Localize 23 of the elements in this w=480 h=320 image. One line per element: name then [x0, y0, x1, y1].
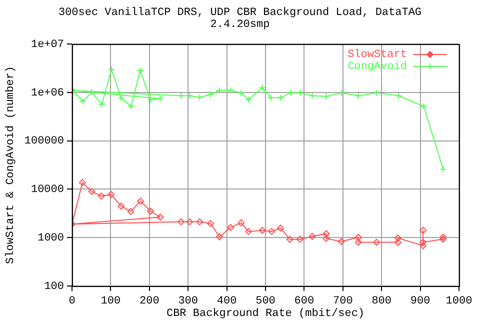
- y-tick-label: 10000: [30, 184, 64, 196]
- chart-title: 300sec VanillaTCP DRS, UDP CBR Background Load, DataTAG: [58, 6, 422, 19]
- x-tick-label: 800: [372, 296, 392, 308]
- x-tick-label: 200: [139, 296, 160, 308]
- x-tick-label: 400: [216, 296, 237, 308]
- chart-subtitle: 2.4.20smp: [210, 18, 270, 31]
- x-tick-label: 700: [332, 296, 353, 308]
- y-tick-label: 100000: [24, 136, 64, 148]
- x-tick-label: 300: [178, 296, 198, 308]
- y-tick-label: 1e+06: [30, 87, 64, 100]
- y-tick-label: 1e+07: [30, 38, 64, 51]
- legend-label: CongAvoid: [348, 60, 407, 73]
- x-tick-label: 0: [68, 296, 76, 308]
- x-tick-label: 1000: [446, 296, 472, 308]
- x-tick-label: 900: [410, 296, 430, 308]
- y-tick-label: 100: [44, 280, 64, 293]
- x-axis-title: CBR Background Rate (mbit/sec): [166, 308, 365, 320]
- legend-label: SlowStart: [348, 48, 407, 61]
- y-axis-title: SlowStart & CongAvoid (number): [4, 66, 17, 264]
- x-tick-label: 100: [100, 296, 121, 308]
- x-tick-label: 500: [256, 296, 276, 308]
- x-tick-label: 600: [294, 296, 314, 308]
- y-tick-label: 1000: [38, 232, 64, 245]
